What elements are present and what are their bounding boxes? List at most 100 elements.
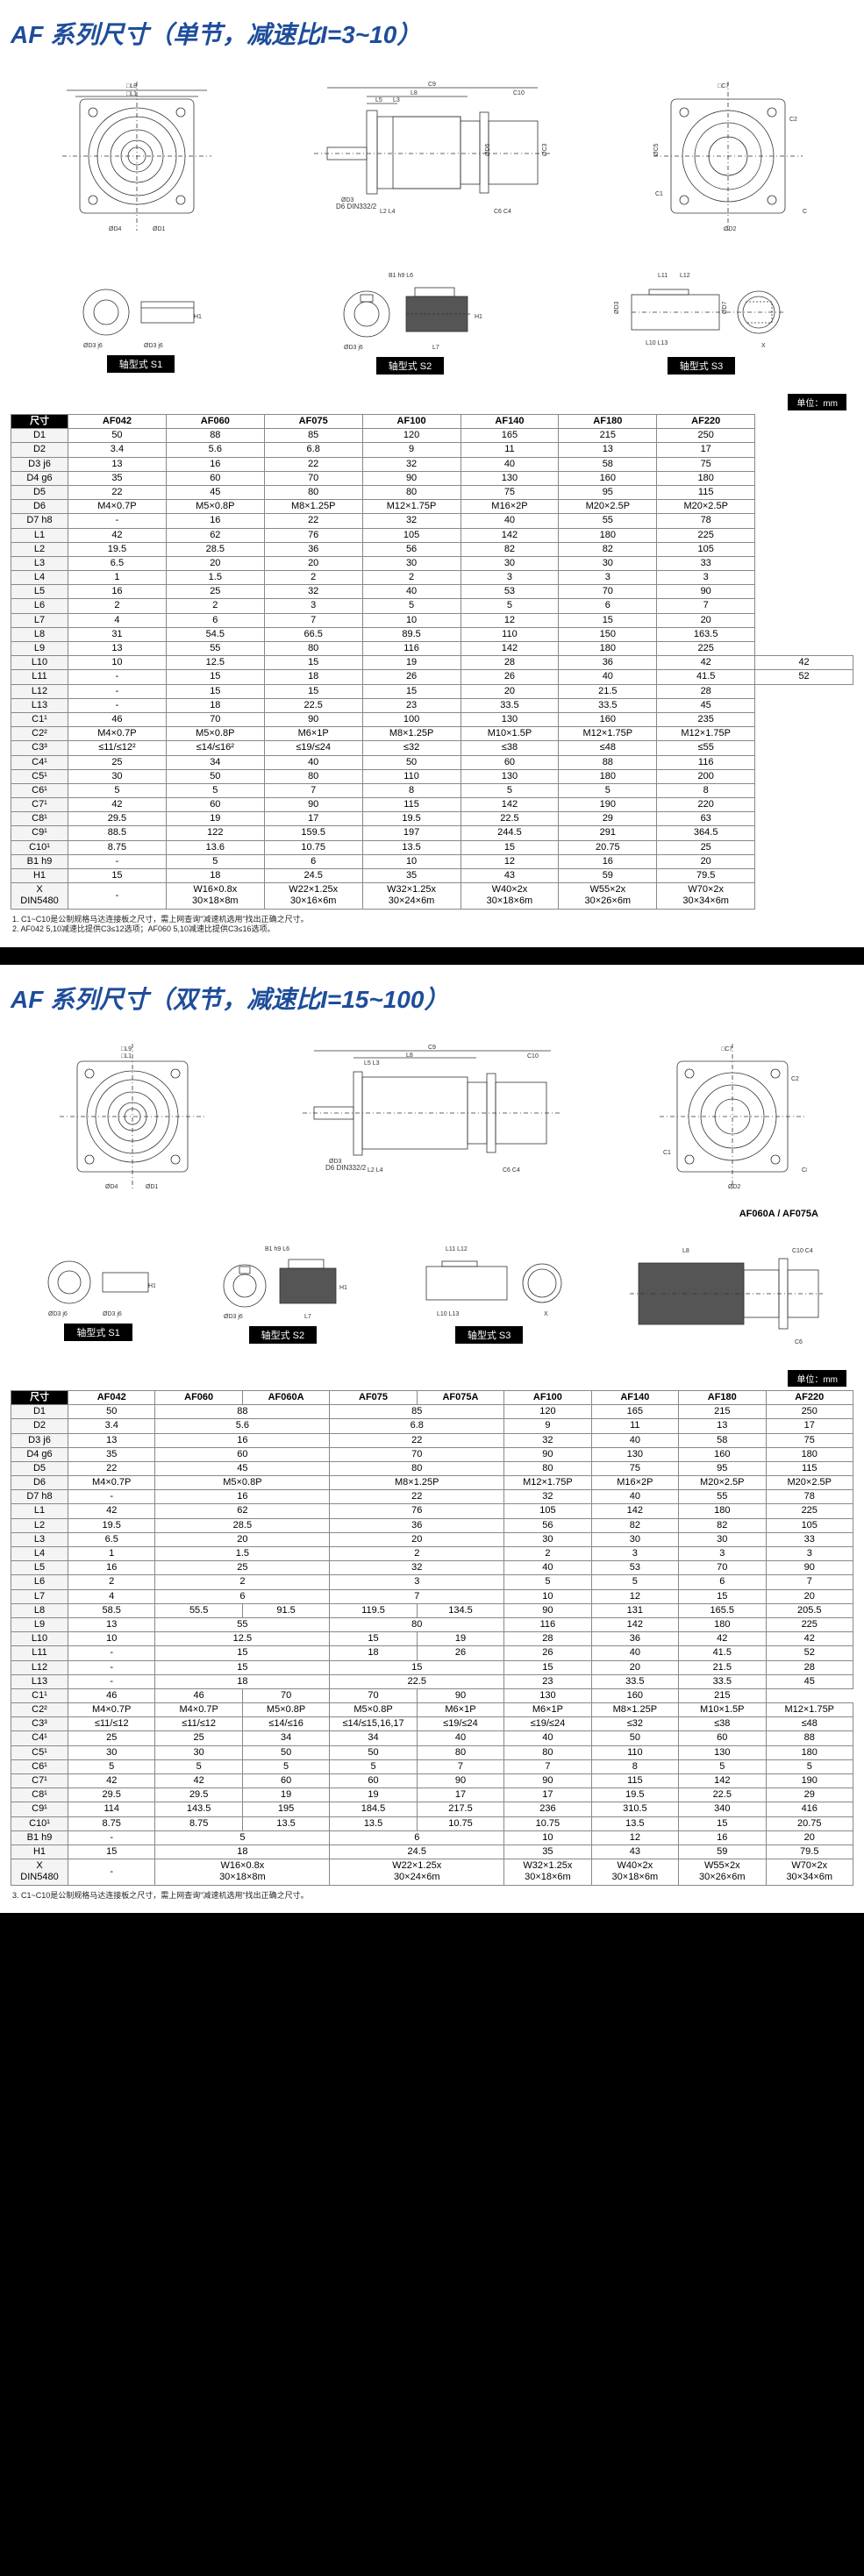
table-cell: 15: [264, 684, 362, 698]
table-cell: 3: [679, 1547, 766, 1561]
table-cell: 116: [362, 642, 461, 656]
table-cell: 5: [461, 783, 559, 797]
table-cell: 190: [766, 1774, 853, 1788]
table-cell: 30: [504, 1532, 591, 1546]
table-cell: 17: [657, 443, 755, 457]
diagram-side: C9 L8 L5 L3 ØD3 D6 DIN332/2 L2 L4 C6 C4 …: [310, 77, 555, 235]
col-header: AF220: [766, 1390, 853, 1404]
svg-text:ØD3 j6: ØD3 j6: [224, 1314, 243, 1320]
shaft-s1-label: 轴型式 S1: [107, 355, 175, 373]
table-cell: 15: [679, 1816, 766, 1830]
table-cell: 90: [766, 1561, 853, 1575]
table-cell: 180: [559, 769, 657, 783]
table-cell: 26: [362, 670, 461, 684]
table-cell: W22×1.25x30×16×6m: [264, 883, 362, 909]
svg-text:C1: C1: [655, 191, 663, 197]
table-cell: 17: [504, 1788, 591, 1802]
svg-text:□L8: □L8: [126, 83, 137, 89]
row-header: D4 g6: [11, 1447, 68, 1461]
row-header: C10¹: [11, 1816, 68, 1830]
dimension-table-1: 尺寸AF042AF060AF075AF100AF140AF180AF220D15…: [11, 414, 853, 910]
table-cell: 21.5: [679, 1660, 766, 1674]
row-header: L3: [11, 1532, 68, 1546]
shaft-s1-box: ØD3 j6 ØD3 j6 H1 轴型式 S1: [75, 273, 207, 373]
table-cell: 36: [330, 1518, 504, 1532]
table-cell: 25: [155, 1561, 330, 1575]
table-cell: 6: [679, 1575, 766, 1589]
table-cell: 10: [68, 656, 167, 670]
table-cell: 291: [559, 826, 657, 840]
table-cell: M12×1.75P: [504, 1476, 591, 1490]
table-cell: 236: [504, 1802, 591, 1816]
table-cell: 29.5: [68, 1788, 155, 1802]
table-cell: 30: [155, 1745, 242, 1759]
table-cell: 22: [264, 514, 362, 528]
table-cell: W55×2x30×26×6m: [559, 883, 657, 909]
table-cell: M12×1.75P: [362, 500, 461, 514]
table-cell: 21.5: [559, 684, 657, 698]
table-cell: 160: [591, 1688, 678, 1702]
shaft-s2-box: B1 h9 L6 ØD3 j6 H1 L7 轴型式 S2: [336, 270, 485, 375]
table-cell: 59: [679, 1845, 766, 1859]
table-cell: 8.75: [155, 1816, 242, 1830]
shaft2-s1: ØD3 j6 ØD3 j6 H1 轴型式 S1: [41, 1245, 155, 1341]
table-cell: W16×0.8x30×18×8m: [166, 883, 264, 909]
table-cell: -: [68, 1490, 155, 1504]
table-cell: 15: [68, 1845, 155, 1859]
table-cell: 115: [591, 1774, 678, 1788]
col-header-dim: 尺寸: [11, 415, 68, 429]
table-cell: 70: [166, 712, 264, 726]
table-cell: M4×0.7P: [68, 1703, 155, 1717]
table-cell: 115: [362, 798, 461, 812]
table-cell: -: [68, 883, 167, 909]
row-header: L13: [11, 698, 68, 712]
table-cell: M8×1.25P: [591, 1703, 678, 1717]
table-cell: 33.5: [461, 698, 559, 712]
svg-text:C9: C9: [428, 82, 436, 88]
row-header: C7¹: [11, 798, 68, 812]
table-cell: 33.5: [591, 1674, 678, 1688]
table-cell: 22: [264, 457, 362, 471]
footnotes-2: 3. C1~C10是公制规格马达连接板之尺寸，需上网查询"减速机选用"找出正确之…: [11, 1886, 853, 1907]
table-cell: 32: [330, 1561, 504, 1575]
row-header: D5: [11, 1461, 68, 1475]
table-cell: 235: [657, 712, 755, 726]
table-cell: ≤19/≤24: [264, 741, 362, 755]
table-cell: 5.6: [166, 443, 264, 457]
table-cell: 80: [362, 485, 461, 499]
svg-text:L10 L13: L10 L13: [646, 340, 668, 346]
table-cell: 88: [155, 1405, 330, 1419]
table-cell: -: [68, 1830, 155, 1845]
table-cell: 18: [330, 1646, 417, 1660]
table-cell: 250: [766, 1405, 853, 1419]
col-header: AF075A: [417, 1390, 503, 1404]
svg-text:ØD7: ØD7: [722, 302, 728, 315]
table-cell: 20: [330, 1532, 504, 1546]
svg-text:ØD3 j6: ØD3 j6: [103, 1311, 122, 1317]
table-cell: 25: [166, 585, 264, 599]
table-cell: 50: [362, 755, 461, 769]
table-cell: 42: [68, 1504, 155, 1518]
table-cell: 105: [362, 528, 461, 542]
table-cell: 4: [68, 613, 167, 627]
table-cell: 55: [679, 1490, 766, 1504]
table-cell: 79.5: [657, 869, 755, 883]
col-header: AF060A: [242, 1390, 329, 1404]
table-cell: 3: [559, 571, 657, 585]
table-cell: 88.5: [68, 826, 167, 840]
table-cell: 95: [559, 485, 657, 499]
diagram-rear-flange: □C7 ØD2 C8 C1 C2 ØC5: [649, 77, 807, 235]
table-cell: 6: [330, 1830, 504, 1845]
table-cell: 82: [559, 542, 657, 556]
table-cell: 22: [68, 485, 167, 499]
table-cell: 50: [166, 769, 264, 783]
table-cell: 34: [166, 755, 264, 769]
table-cell: 5: [68, 783, 167, 797]
table-cell: 70: [264, 471, 362, 485]
svg-text:C10 C4: C10 C4: [792, 1248, 813, 1254]
table-cell: 6.5: [68, 1532, 155, 1546]
svg-text:D6 DIN332/2: D6 DIN332/2: [325, 1164, 367, 1172]
table-cell: 78: [657, 514, 755, 528]
row-header: C9¹: [11, 1802, 68, 1816]
table-cell: 22: [68, 1461, 155, 1475]
